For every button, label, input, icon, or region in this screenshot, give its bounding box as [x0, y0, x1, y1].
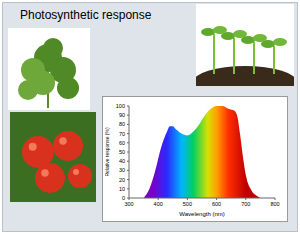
- svg-text:700: 700: [241, 201, 250, 207]
- svg-text:0: 0: [122, 195, 125, 201]
- svg-text:50: 50: [119, 149, 125, 155]
- svg-text:60: 60: [119, 140, 125, 146]
- svg-text:300: 300: [124, 201, 133, 207]
- svg-text:400: 400: [154, 201, 163, 207]
- svg-text:40: 40: [119, 158, 125, 164]
- svg-text:80: 80: [119, 121, 125, 127]
- svg-text:10: 10: [119, 186, 125, 192]
- svg-text:20: 20: [119, 177, 125, 183]
- svg-text:70: 70: [119, 131, 125, 137]
- html-text:Photosynthetic response: Photosynthetic response: [20, 8, 152, 22]
- svg-text:500: 500: [183, 201, 192, 207]
- svg-text:90: 90: [119, 112, 125, 118]
- svg-text:Relative response (%): Relative response (%): [105, 127, 110, 177]
- svg-text:100: 100: [116, 103, 125, 109]
- svg-text:Wavelength (nm): Wavelength (nm): [179, 211, 224, 217]
- svg-text:800: 800: [270, 201, 279, 207]
- svg-text:600: 600: [212, 201, 221, 207]
- svg-text:30: 30: [119, 167, 125, 173]
